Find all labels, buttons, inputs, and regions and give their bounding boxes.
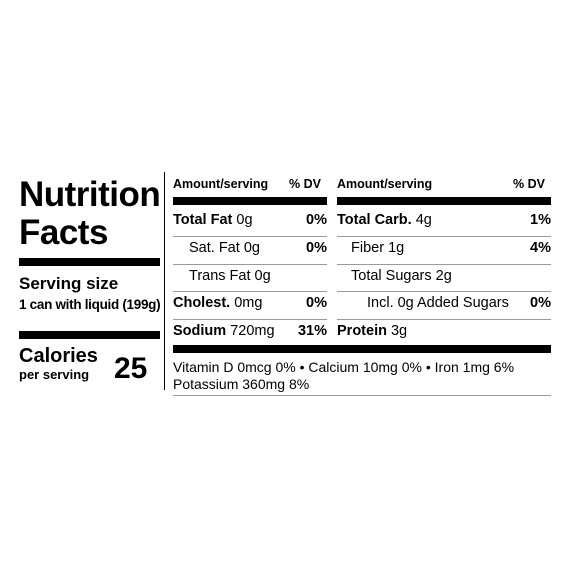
calories-value: 25	[114, 352, 148, 385]
row-divider	[173, 236, 327, 237]
nutrient-dv: 31%	[297, 323, 327, 339]
nutrient-row: Fiber 1g	[351, 240, 405, 256]
nutrient-row: Sodium 720mg	[173, 323, 275, 339]
nutrient-dv: 0%	[306, 240, 327, 256]
vitamins-line-1: Vitamin D 0mcg 0% • Calcium 10mg 0% • Ir…	[173, 359, 515, 375]
nutrient-dv: 0%	[530, 295, 551, 311]
row-divider	[337, 291, 551, 292]
nutrient-dv: 0%	[306, 212, 327, 228]
right-header-dv: % DV	[513, 177, 545, 191]
right-header-amount: Amount/serving	[337, 177, 433, 191]
nutrient-row: Trans Fat 0g	[189, 268, 271, 284]
thick-rule-title	[19, 258, 160, 266]
nutrient-row: Incl. 0g Added Sugars	[367, 295, 509, 311]
nutrient-row: Protein 3g	[337, 323, 408, 339]
vitamins-line-2: Potassium 360mg 8%	[173, 376, 310, 392]
nutrient-row: Sat. Fat 0g	[189, 240, 260, 256]
thick-rule-right-header	[337, 197, 551, 205]
row-divider	[173, 291, 327, 292]
serving-size-value: 1 can with liquid (199g)	[19, 297, 161, 312]
nutrient-row: Cholest. 0mg	[173, 295, 263, 311]
row-divider	[337, 236, 551, 237]
nutrient-row: Total Sugars 2g	[351, 268, 452, 284]
title-facts: Facts	[19, 213, 108, 252]
left-header-amount: Amount/serving	[173, 177, 269, 191]
title-nutrition: Nutrition	[19, 175, 161, 214]
row-divider	[337, 264, 551, 265]
nutrient-dv: 4%	[530, 240, 551, 256]
nutrient-row: Total Fat 0g	[173, 212, 253, 228]
row-divider	[337, 319, 551, 320]
row-divider	[173, 319, 327, 320]
vertical-divider	[164, 172, 165, 390]
nutrient-row: Total Carb. 4g	[337, 212, 432, 228]
thick-rule-bottom	[173, 345, 551, 353]
thick-rule-serving	[19, 331, 160, 339]
calories-sub-label: per serving	[19, 367, 90, 382]
serving-size-label: Serving size	[19, 274, 119, 293]
row-divider	[173, 264, 327, 265]
bottom-divider	[173, 395, 551, 396]
left-header-dv: % DV	[289, 177, 321, 191]
calories-label: Calories	[19, 345, 98, 367]
nutrient-dv: 1%	[530, 212, 551, 228]
thick-rule-left-header	[173, 197, 327, 205]
nutrient-dv: 0%	[306, 295, 327, 311]
